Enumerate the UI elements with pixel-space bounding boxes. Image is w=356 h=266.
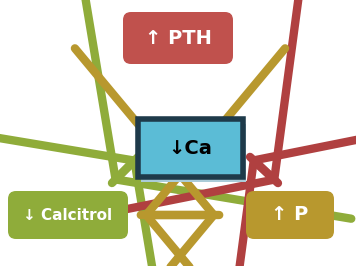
Text: ↑ PTH: ↑ PTH bbox=[145, 28, 211, 48]
Text: ↓ Calcitrol: ↓ Calcitrol bbox=[23, 207, 112, 222]
FancyBboxPatch shape bbox=[123, 12, 233, 64]
FancyBboxPatch shape bbox=[246, 191, 334, 239]
Text: ↓Ca: ↓Ca bbox=[168, 139, 212, 157]
FancyBboxPatch shape bbox=[8, 191, 128, 239]
Text: ↑ P: ↑ P bbox=[271, 206, 309, 225]
FancyBboxPatch shape bbox=[141, 124, 246, 182]
FancyBboxPatch shape bbox=[137, 119, 242, 177]
